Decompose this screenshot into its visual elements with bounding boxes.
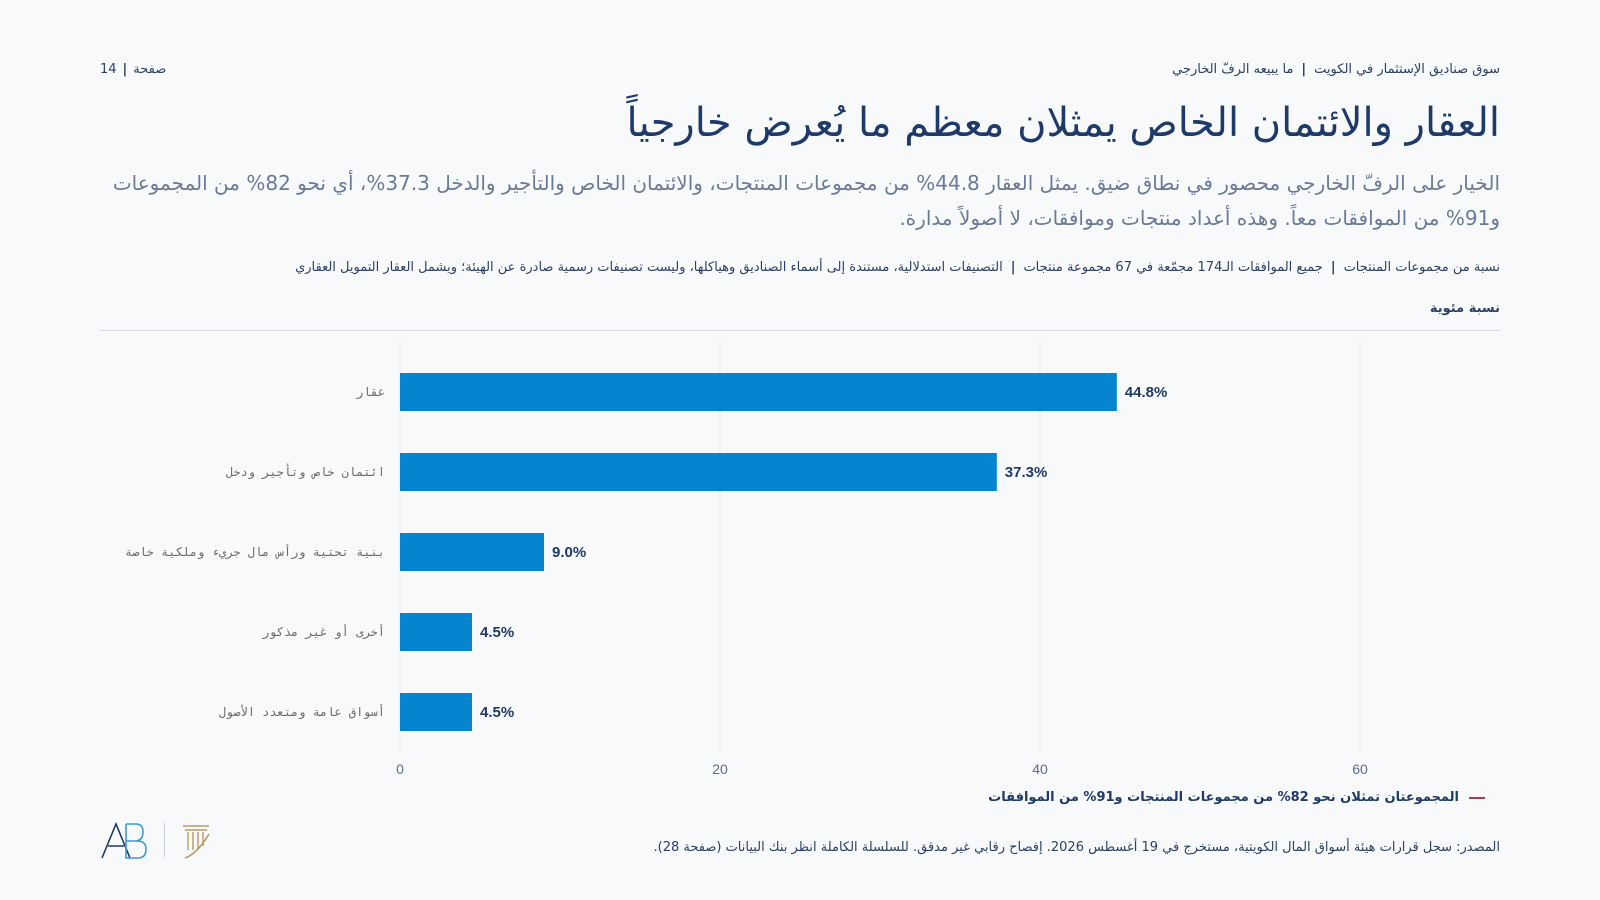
breadcrumb-separator: | [1301, 62, 1307, 77]
bar [400, 373, 1117, 411]
category-labels: عقار ائتمان خاص وتأجير ودخل بنية تحتية ورأ… [125, 385, 385, 720]
category-label: ائتمان خاص وتأجير ودخل [226, 463, 385, 480]
category-label: أسواق عامة ومتعدد الأصول [219, 704, 385, 720]
meta-item-coverage: جميع الموافقات الـ174 مجمّعة في 67 مجموع… [1023, 260, 1323, 275]
category-label: أخرى أو غير مذكور [261, 624, 385, 640]
bars [400, 373, 1117, 731]
divider [100, 330, 1500, 331]
bar [400, 533, 544, 571]
meta-separator: | [1010, 260, 1016, 275]
breadcrumb-subsection: ما يبيعه الرفّ الخارجي [1172, 62, 1294, 77]
breadcrumb-section: سوق صناديق الإستثمار في الكويت [1314, 62, 1500, 77]
meta-separator: | [1330, 260, 1336, 275]
x-tick-label: 20 [712, 761, 728, 777]
x-tick-label: 60 [1352, 761, 1368, 777]
bar-chart: عقار ائتمان خاص وتأجير ودخل بنية تحتية ورأ… [125, 340, 1368, 777]
value-label: 9.0% [552, 544, 586, 561]
meta-item-method: التصنيفات استدلالية، مستندة إلى أسماء ال… [295, 260, 1003, 275]
category-label: عقار [355, 385, 385, 400]
breadcrumb: سوق صناديق الإستثمار في الكويت | ما يبيع… [1172, 62, 1500, 77]
bar [400, 613, 472, 651]
value-label: 4.5% [480, 624, 514, 641]
category-label: بنية تحتية ورأس مال جريء وملكية خاصة [125, 544, 385, 560]
page-title: العقار والائتمان الخاص يمثلان معظم ما يُ… [626, 100, 1500, 146]
x-tick-label: 40 [1032, 761, 1048, 777]
legend-swatch [1469, 796, 1485, 799]
bar [400, 693, 472, 731]
value-label: 4.5% [480, 704, 514, 721]
value-label: 37.3% [1005, 464, 1048, 481]
legend-text: المجموعتان تمثلان نحو 82% من مجموعات الم… [988, 790, 1459, 805]
page-label: صفحة [133, 62, 167, 77]
source-note: المصدر: سجل قرارات هيئة أسواق المال الكو… [653, 840, 1500, 855]
logo-divider [164, 823, 165, 857]
chart-legend: المجموعتان تمثلان نحو 82% من مجموعات الم… [988, 790, 1485, 805]
chart-meta: نسبة من مجموعات المنتجات | جميع الموافقا… [100, 260, 1500, 275]
ab-logo-icon [101, 821, 147, 859]
meta-item-measure: نسبة من مجموعات المنتجات [1343, 260, 1500, 275]
value-labels: 44.8% 37.3% 9.0% 4.5% 4.5% [480, 384, 1167, 721]
page-indicator: صفحة | 14 [100, 62, 166, 77]
page-number: 14 [100, 62, 117, 77]
page-subtitle: الخيار على الرفّ الخارجي محصور في نطاق ض… [112, 171, 1500, 230]
x-tick-label: 0 [396, 761, 404, 777]
unit-label: نسبة مئوية [1429, 301, 1500, 316]
bar [400, 453, 997, 491]
logo [100, 820, 213, 860]
pillar-emblem-icon [183, 825, 210, 859]
page-separator: | [122, 62, 128, 77]
value-label: 44.8% [1125, 384, 1168, 401]
x-axis-ticks: 0 20 40 60 [396, 761, 1368, 777]
